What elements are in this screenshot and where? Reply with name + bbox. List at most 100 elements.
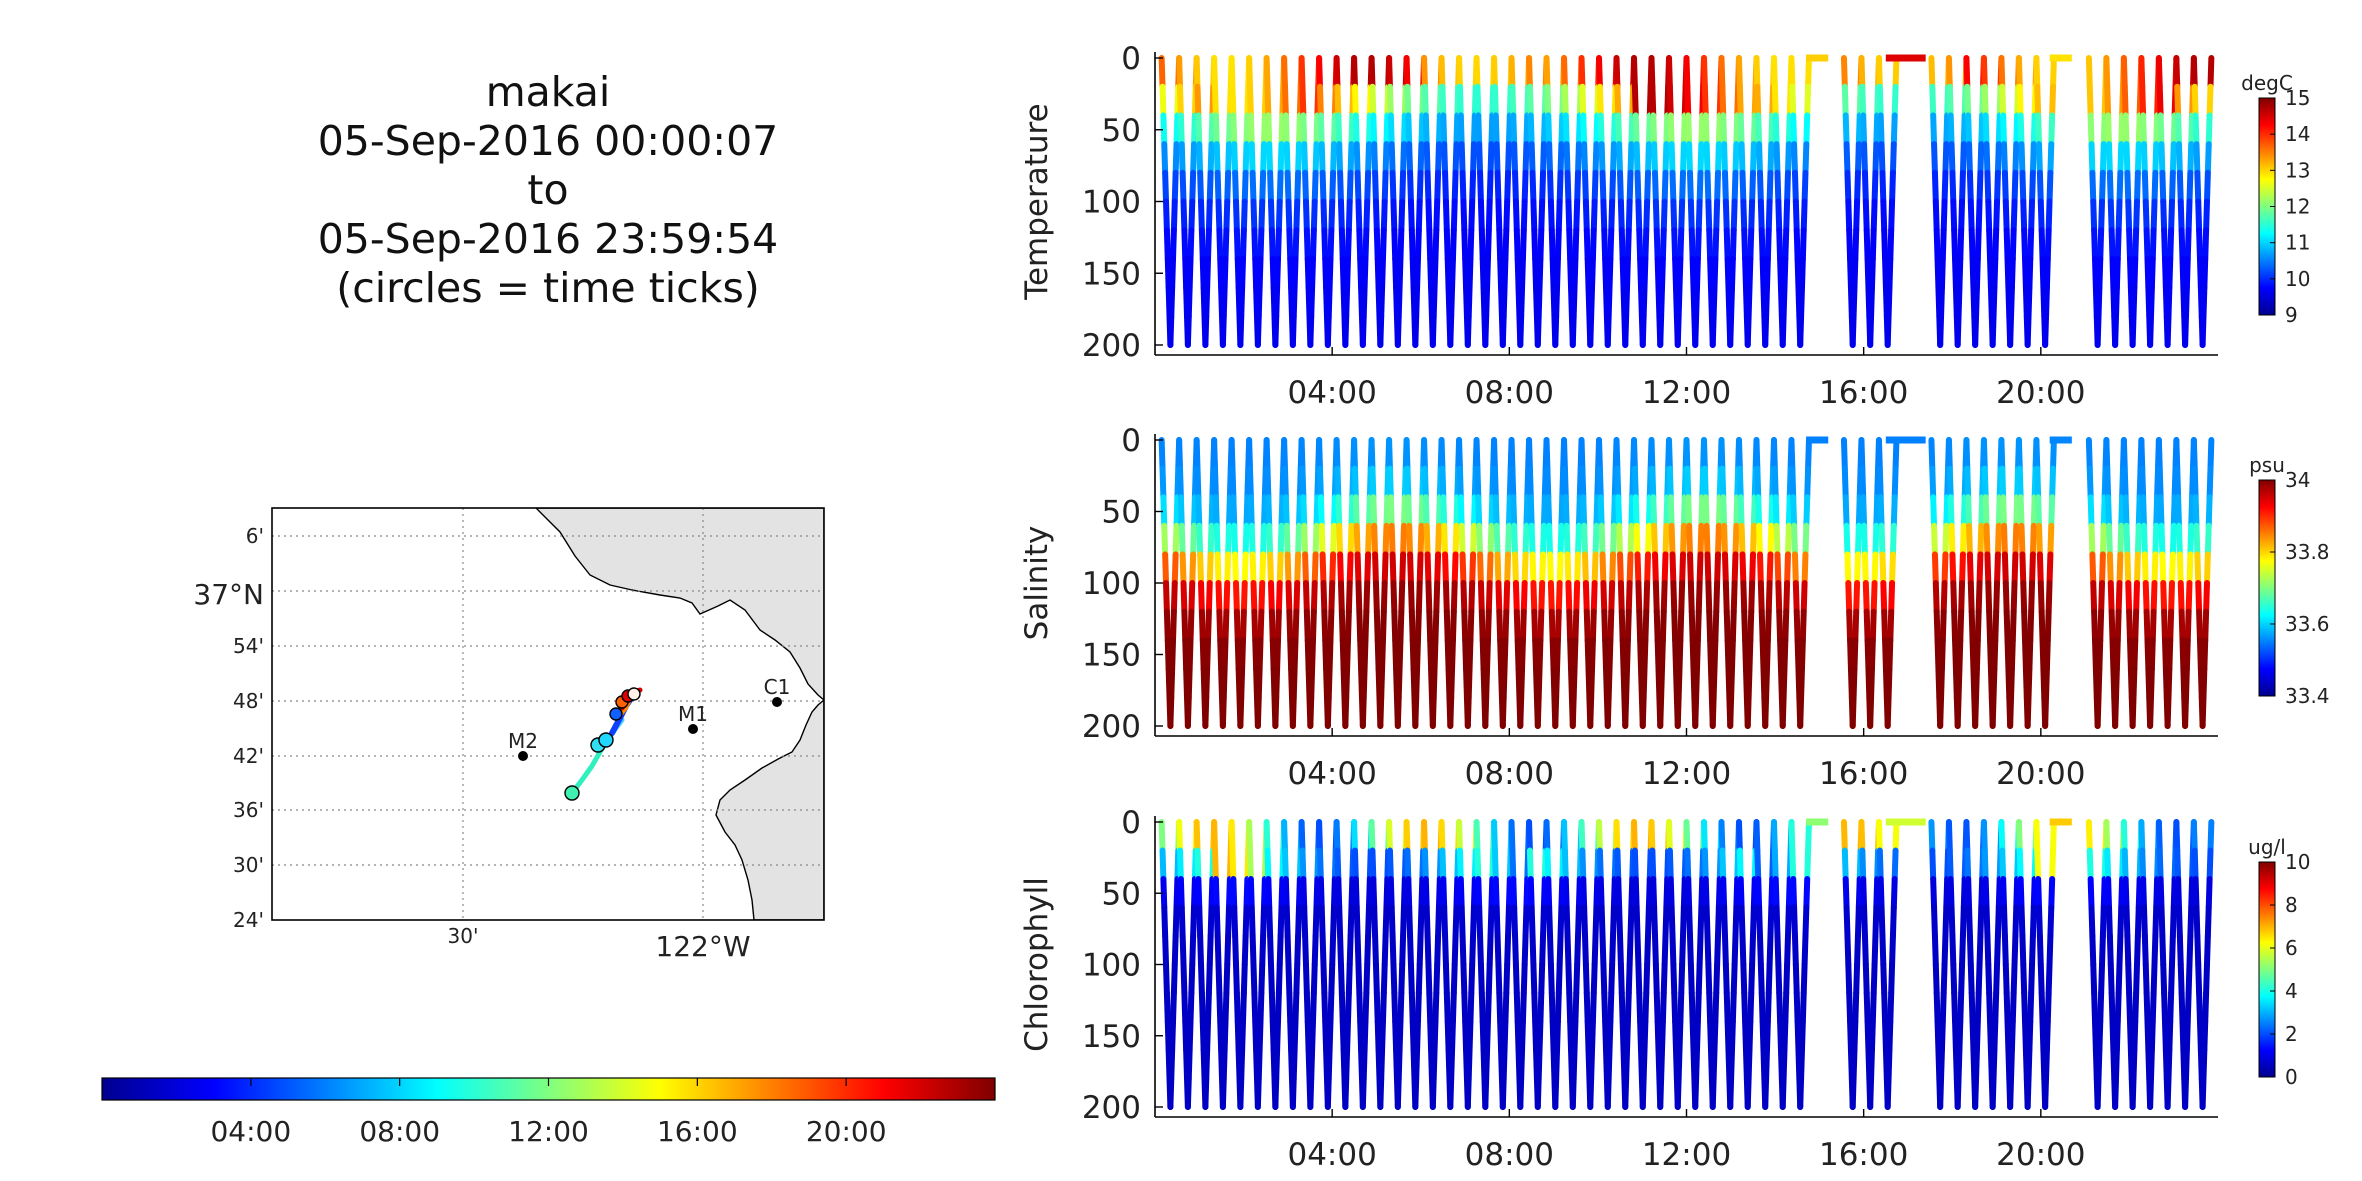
profile-descent bbox=[1876, 847, 1884, 882]
profile-descent bbox=[1267, 933, 1274, 968]
y-tick-label: 150 bbox=[1082, 1019, 1141, 1055]
profile-ascent bbox=[1395, 284, 1403, 320]
profile-ascent bbox=[2025, 284, 2033, 320]
profile-ascent bbox=[1553, 665, 1561, 701]
profile-descent bbox=[1475, 876, 1483, 911]
profile-descent bbox=[1686, 933, 1694, 968]
profile-ascent bbox=[1802, 141, 1810, 176]
profile-descent bbox=[2036, 522, 2043, 558]
profile-ascent bbox=[1534, 313, 1542, 348]
profile-ascent bbox=[2098, 961, 2106, 996]
profile-descent bbox=[2126, 990, 2134, 1025]
profile-descent bbox=[1458, 522, 1466, 558]
profile-ascent bbox=[1203, 284, 1211, 320]
profile-descent bbox=[1371, 904, 1379, 939]
profile-ascent bbox=[1992, 990, 2000, 1025]
profile-descent bbox=[1759, 1018, 1767, 1053]
profile-descent bbox=[1931, 933, 1939, 968]
profile-descent bbox=[1403, 55, 1411, 90]
colorbar-tick-label: 9 bbox=[2285, 303, 2298, 327]
land-polygon bbox=[535, 508, 824, 920]
profile-ascent bbox=[2206, 847, 2214, 882]
profile-descent bbox=[2018, 522, 2026, 558]
colorbar-unit-label: degC bbox=[2241, 71, 2293, 95]
profile-descent bbox=[2037, 961, 2045, 996]
profile-ascent bbox=[2147, 694, 2154, 729]
profile-ascent bbox=[1380, 580, 1388, 615]
profile-ascent bbox=[1188, 580, 1196, 615]
profile-descent bbox=[1946, 465, 1954, 501]
profile-ascent bbox=[1692, 694, 1700, 729]
profile-descent bbox=[1281, 847, 1289, 882]
profile-ascent bbox=[1677, 990, 1685, 1025]
profile-ascent bbox=[1238, 665, 1246, 701]
profile-ascent bbox=[1502, 227, 1510, 262]
profile-descent bbox=[1232, 169, 1239, 205]
profile-descent bbox=[1473, 437, 1481, 472]
profile-ascent bbox=[2182, 284, 2190, 320]
profile-descent bbox=[1738, 141, 1746, 176]
profile-descent bbox=[1742, 1018, 1749, 1053]
profile-descent bbox=[1228, 437, 1236, 472]
profile-descent bbox=[1388, 522, 1396, 558]
profile-ascent bbox=[1345, 961, 1353, 996]
profile-ascent bbox=[1501, 1018, 1509, 1053]
profile-ascent bbox=[1399, 169, 1407, 205]
profile-descent bbox=[1614, 83, 1622, 119]
profile-descent bbox=[2175, 494, 2182, 529]
profile-ascent bbox=[1205, 608, 1212, 644]
profile-descent bbox=[1878, 522, 1886, 558]
profile-ascent bbox=[1517, 313, 1525, 348]
profile-ascent bbox=[1359, 694, 1367, 729]
profile-ascent bbox=[1692, 313, 1700, 348]
profile-ascent bbox=[1797, 694, 1805, 729]
profile-ascent bbox=[1414, 990, 1422, 1025]
profile-ascent bbox=[1766, 551, 1774, 586]
profile-ascent bbox=[2095, 665, 2103, 701]
profile-ascent bbox=[1763, 1047, 1770, 1082]
profile-descent bbox=[1268, 227, 1276, 262]
profile-ascent bbox=[1972, 313, 1980, 348]
profile-descent bbox=[1318, 904, 1326, 939]
profile-descent bbox=[2036, 551, 2044, 586]
profile-descent bbox=[1791, 933, 1799, 968]
profile-ascent bbox=[1519, 1018, 1526, 1053]
profile-descent bbox=[2191, 847, 2199, 882]
profile-descent bbox=[1302, 198, 1310, 234]
profile-ascent bbox=[1852, 227, 1860, 262]
lat-label: 48' bbox=[233, 689, 264, 713]
profile-descent bbox=[1493, 141, 1501, 176]
profile-ascent bbox=[2186, 933, 2194, 968]
profile-descent bbox=[1776, 227, 1784, 262]
profile-descent bbox=[1601, 227, 1609, 262]
profile-descent bbox=[1231, 904, 1239, 939]
profile-descent bbox=[2194, 933, 2202, 968]
profile-ascent bbox=[1293, 961, 1301, 996]
profile-descent bbox=[1987, 255, 1994, 291]
profile-descent bbox=[1230, 876, 1238, 911]
profile-ascent bbox=[1313, 876, 1321, 911]
profile-ascent bbox=[1291, 1018, 1299, 1053]
profile-descent bbox=[1582, 580, 1590, 615]
profile-ascent bbox=[1501, 255, 1509, 291]
profile-ascent bbox=[1695, 961, 1703, 996]
profile-ascent bbox=[1744, 313, 1752, 348]
profile-ascent bbox=[1885, 665, 1893, 701]
profile-ascent bbox=[1640, 665, 1648, 701]
profile-ascent bbox=[1783, 198, 1791, 234]
profile-descent bbox=[2022, 637, 2029, 672]
profile-ascent bbox=[1469, 933, 1477, 968]
profile-ascent bbox=[1309, 1018, 1316, 1053]
profile-ascent bbox=[1710, 284, 1718, 320]
profile-ascent bbox=[1889, 141, 1897, 176]
profile-descent bbox=[2106, 141, 2113, 176]
profile-ascent bbox=[1941, 551, 1949, 586]
profile-descent bbox=[1582, 933, 1589, 968]
profile-ascent bbox=[1292, 227, 1300, 262]
profile-descent bbox=[1968, 990, 1976, 1025]
profile-descent bbox=[1337, 580, 1345, 615]
profile-ascent bbox=[1589, 1018, 1596, 1053]
profile-descent bbox=[2140, 141, 2148, 176]
profile-descent bbox=[1670, 198, 1678, 234]
profile-ascent bbox=[1641, 637, 1649, 672]
